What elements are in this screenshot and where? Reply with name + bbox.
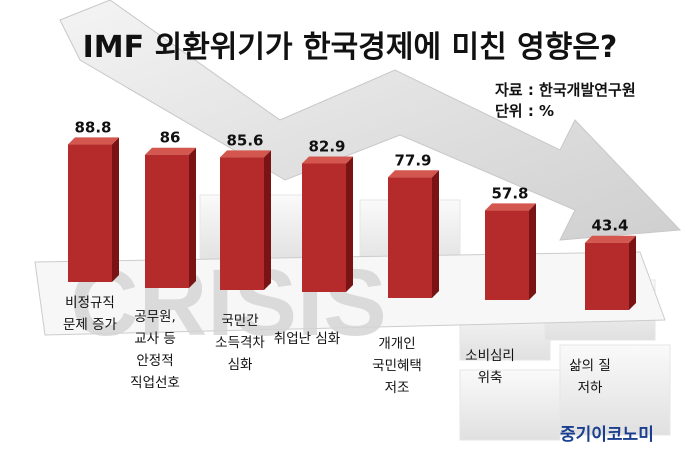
category-label: 취업난 심화 (273, 331, 341, 347)
bar-front (302, 163, 346, 292)
trend-arrow (59, 0, 682, 241)
data-label: 86 (160, 129, 181, 147)
category-label: 공무원, 교사 등 안정적 직업선호 (130, 309, 180, 391)
bar-front (388, 177, 432, 298)
bar-top (302, 156, 353, 164)
bar-side (189, 147, 196, 288)
bar-side (112, 137, 119, 282)
bar: 77.9 (388, 151, 439, 298)
data-label: 43.4 (591, 217, 628, 235)
bar-front (145, 154, 189, 288)
bar-side (264, 150, 271, 290)
bar: 57.8 (485, 184, 536, 300)
bar-top (485, 203, 536, 211)
bar-top (388, 170, 439, 178)
bar-side (629, 235, 636, 310)
bar-side (432, 170, 439, 298)
bar-top (220, 150, 271, 158)
bar-front (485, 210, 529, 300)
category-label: 국민간 소득격차 심화 (215, 313, 265, 373)
unit-line: 단위 : % (495, 102, 555, 120)
bar-side (346, 156, 353, 292)
category-label: 비정규직 문제 증가 (63, 295, 117, 333)
publisher-watermark: 중기이코노미 (560, 425, 654, 445)
bar: 43.4 (585, 217, 636, 310)
bar: 86 (145, 129, 196, 288)
data-label: 82.9 (308, 138, 345, 156)
bar-top (145, 147, 196, 155)
bar: 85.6 (220, 131, 271, 290)
bar-top (585, 235, 636, 243)
bar: 88.8 (68, 118, 119, 282)
data-label: 57.8 (491, 184, 528, 202)
category-label: 개개인 국민혜택 저조 (372, 336, 422, 396)
source-note: 자료 : 한국개발연구원 단위 : % (495, 80, 636, 122)
bar-front (68, 144, 112, 282)
category-label: 삶의 질 저하 (569, 358, 611, 396)
bar-front (585, 242, 629, 310)
data-label: 88.8 (74, 118, 111, 136)
category-label: 소비심리 위축 (465, 348, 515, 386)
bar-top (68, 137, 119, 145)
bar-front (220, 157, 264, 290)
data-label: 85.6 (226, 131, 263, 149)
bar: 82.9 (302, 138, 353, 292)
data-label: 77.9 (394, 151, 431, 169)
source-line: 자료 : 한국개발연구원 (495, 81, 636, 99)
bar-side (529, 203, 536, 300)
chart-title: IMF 외환위기가 한국경제에 미친 영향은? (82, 30, 618, 65)
